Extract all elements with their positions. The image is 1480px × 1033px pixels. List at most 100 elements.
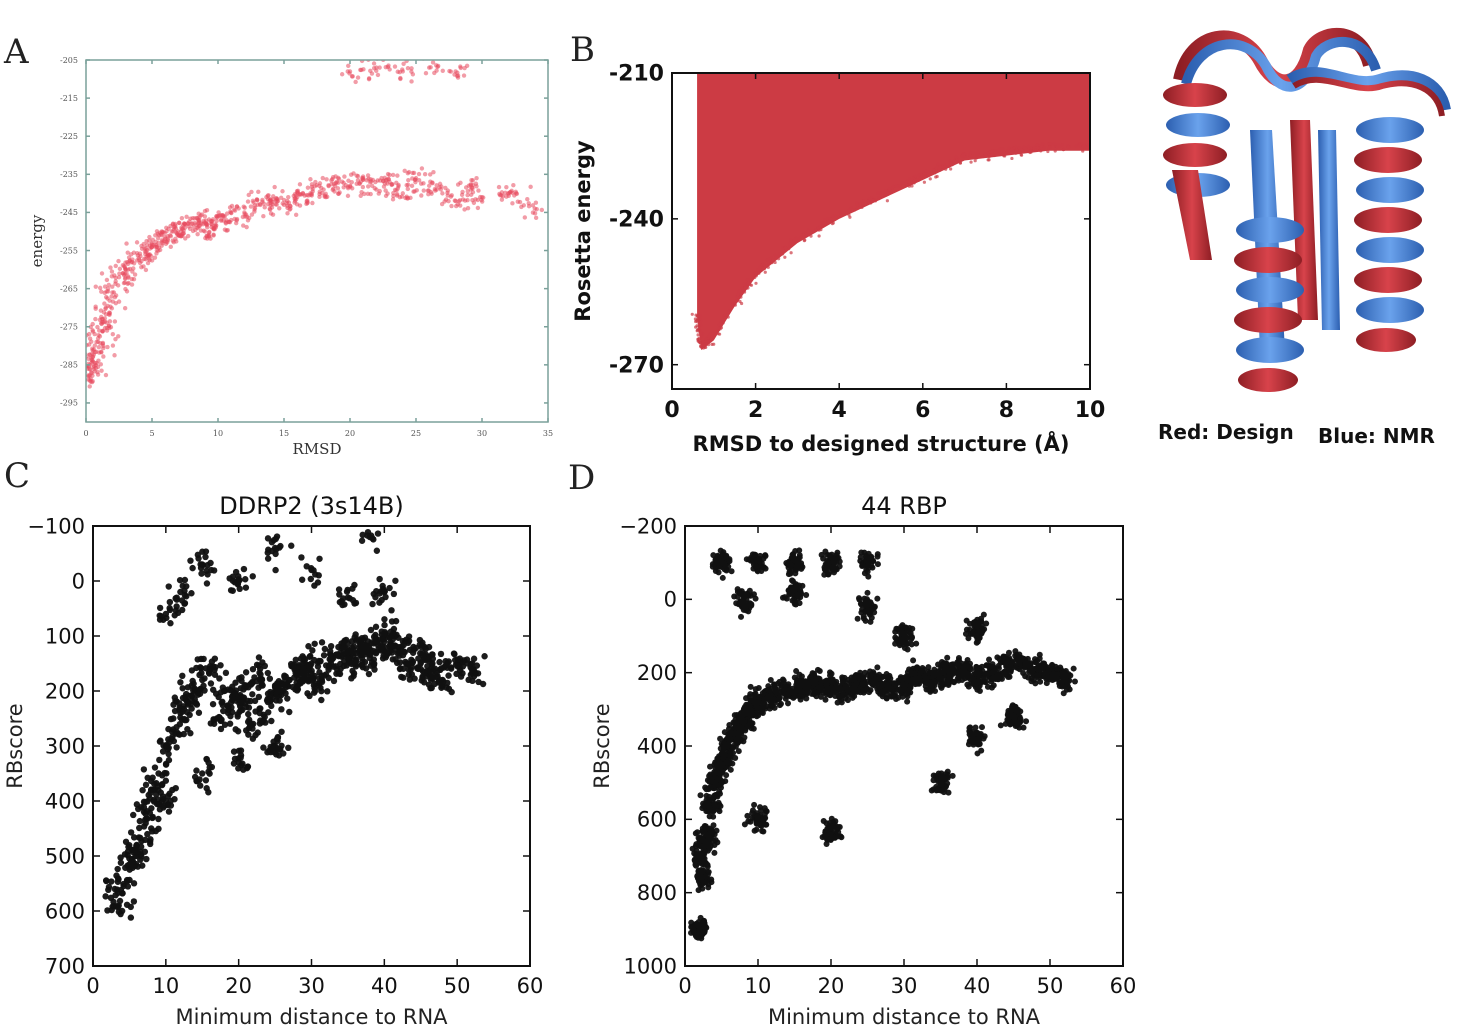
data-point	[422, 171, 428, 177]
data-point	[150, 237, 155, 243]
y-tick-label: 500	[45, 844, 85, 868]
data-point	[124, 852, 131, 859]
data-point	[936, 673, 943, 680]
data-point	[227, 712, 234, 720]
data-point	[409, 69, 414, 74]
data-point	[211, 671, 219, 678]
data-point	[154, 244, 159, 249]
data-point	[1016, 724, 1023, 731]
data-point	[330, 187, 335, 193]
data-point	[249, 212, 255, 217]
data-point	[230, 748, 238, 755]
data-point	[421, 679, 428, 686]
data-point	[130, 811, 137, 819]
data-point	[113, 275, 118, 280]
data-point	[961, 153, 966, 157]
data-point	[149, 245, 154, 250]
panel-label-b: B	[570, 30, 595, 70]
data-point	[735, 299, 739, 303]
data-point	[139, 862, 146, 869]
data-point	[318, 639, 326, 646]
data-point	[156, 756, 163, 764]
data-point	[973, 159, 977, 163]
data-point	[392, 642, 399, 650]
data-point	[712, 342, 716, 346]
data-point	[352, 599, 360, 607]
data-point	[168, 233, 174, 239]
data-point	[418, 181, 424, 186]
data-point	[700, 867, 707, 874]
data-point	[177, 220, 182, 226]
data-point	[346, 178, 351, 183]
x-tick-label: 50	[444, 974, 471, 998]
data-point	[309, 191, 314, 196]
data-point	[276, 746, 284, 753]
data-point	[381, 184, 387, 189]
data-point	[318, 676, 325, 684]
data-point	[287, 207, 292, 212]
data-point	[260, 744, 267, 751]
data-point	[108, 265, 113, 270]
data-point	[244, 224, 249, 230]
data-point	[297, 182, 303, 187]
data-point	[191, 224, 196, 229]
data-point	[1060, 690, 1067, 697]
y-tick-label: 700	[45, 954, 85, 978]
x-tick-label: 0	[86, 974, 99, 998]
data-point	[167, 797, 174, 805]
data-point	[245, 724, 253, 732]
data-point	[778, 252, 782, 256]
data-point	[710, 822, 717, 829]
data-point	[92, 343, 98, 348]
data-point	[463, 185, 469, 190]
data-point	[395, 173, 400, 178]
data-point	[396, 182, 401, 188]
data-point	[75, 336, 79, 340]
data-point	[468, 192, 474, 197]
data-point	[904, 698, 911, 705]
data-point	[945, 789, 952, 796]
data-point	[411, 675, 418, 682]
data-point	[381, 621, 388, 629]
data-point	[405, 671, 412, 678]
data-point	[172, 607, 180, 614]
data-point	[1061, 148, 1065, 152]
data-point	[193, 767, 200, 774]
data-point	[346, 63, 351, 69]
data-point	[214, 218, 219, 223]
data-point	[122, 266, 128, 271]
data-point	[925, 174, 929, 178]
data-point	[173, 596, 180, 603]
y-tick-label: -205	[60, 56, 78, 65]
data-point	[747, 278, 751, 282]
data-point	[899, 630, 906, 637]
data-point	[309, 676, 317, 683]
data-point	[108, 878, 115, 885]
data-point	[344, 586, 351, 594]
data-point	[117, 271, 122, 276]
data-point	[272, 184, 277, 190]
data-point	[793, 237, 797, 242]
data-point	[287, 203, 293, 209]
data-point	[93, 316, 98, 322]
data-point	[983, 152, 987, 156]
data-point	[242, 576, 249, 583]
data-point	[131, 277, 137, 282]
data-point	[723, 772, 730, 779]
data-point	[163, 614, 170, 622]
data-point	[941, 165, 945, 169]
data-point	[440, 191, 445, 196]
data-point	[255, 693, 263, 701]
data-point	[358, 654, 366, 662]
data-point	[227, 220, 233, 225]
data-point	[188, 590, 195, 597]
data-point	[350, 74, 355, 79]
data-point	[392, 64, 398, 69]
data-point	[205, 759, 212, 766]
data-point	[145, 791, 152, 799]
data-point	[137, 843, 145, 850]
data-point	[73, 355, 77, 359]
data-point	[310, 200, 315, 206]
data-point	[165, 808, 173, 815]
data-point	[170, 238, 175, 243]
